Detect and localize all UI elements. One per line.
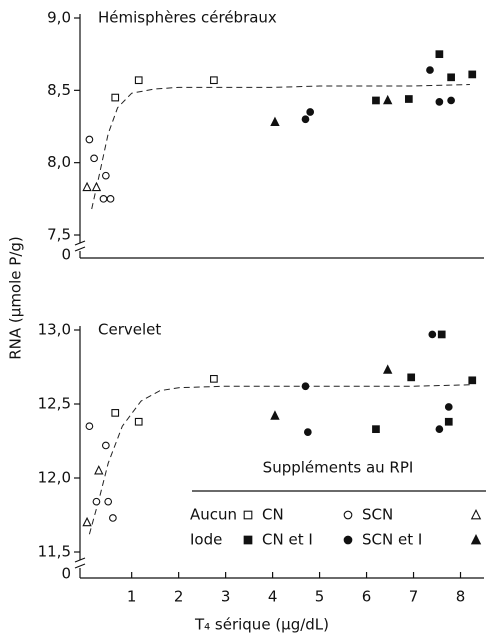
- point: [468, 376, 477, 385]
- point: [104, 497, 113, 506]
- point: [428, 330, 437, 339]
- point: [85, 422, 94, 431]
- point: [301, 115, 310, 124]
- legend-group: Iode: [190, 531, 222, 549]
- fit-curve: [88, 384, 470, 535]
- point: [82, 516, 92, 527]
- point: [92, 497, 101, 506]
- point: [109, 514, 117, 522]
- point: [372, 425, 380, 434]
- axis-break: [74, 557, 86, 569]
- legend-marker: [470, 533, 482, 545]
- y-tick-label: 8,0: [47, 153, 71, 171]
- point: [111, 93, 120, 102]
- legend-label: CN: [262, 506, 284, 524]
- point: [303, 428, 312, 436]
- x-axis-label: T₄ sérique (μg/dL): [194, 616, 329, 634]
- y-tick-label: 8,5: [47, 81, 71, 99]
- legend-group: Aucun: [190, 506, 237, 524]
- point: [134, 417, 143, 426]
- point: [106, 194, 115, 203]
- point: [270, 116, 280, 127]
- point: [306, 108, 315, 116]
- point: [404, 95, 413, 103]
- point: [444, 403, 453, 411]
- point: [82, 181, 92, 192]
- point: [383, 94, 393, 105]
- x-tick-label: 4: [268, 588, 278, 606]
- point: [447, 73, 455, 82]
- point: [210, 374, 218, 383]
- x-tick-label: 8: [456, 588, 466, 606]
- y-tick-label: 13,0: [38, 321, 71, 339]
- point: [90, 154, 98, 163]
- point: [99, 194, 108, 203]
- point: [447, 96, 455, 105]
- fit-curve: [91, 84, 470, 210]
- point: [372, 96, 380, 105]
- point: [101, 441, 110, 450]
- point: [383, 364, 393, 374]
- legend-label: SCN: [362, 506, 393, 524]
- x-tick-label: 1: [127, 588, 137, 606]
- y-tick-label: 12,0: [38, 469, 71, 487]
- y-tick-label: 7,5: [47, 226, 71, 244]
- x-tick-label: 6: [362, 588, 372, 606]
- legend-marker: [343, 535, 353, 545]
- point: [210, 76, 218, 85]
- point: [111, 409, 120, 417]
- x-tick-label: 7: [409, 588, 419, 606]
- point: [270, 410, 280, 420]
- legend-label: CN et I: [262, 531, 313, 549]
- x-tick-label: 3: [221, 588, 231, 606]
- legend-marker: [343, 510, 353, 520]
- point: [435, 98, 444, 106]
- legend-label: SCN et I: [362, 531, 422, 549]
- point: [91, 181, 102, 192]
- point: [444, 417, 453, 426]
- point: [435, 50, 444, 59]
- y-tick-label: 11,5: [38, 543, 71, 561]
- point: [94, 465, 104, 475]
- panel-title: Hémisphères cérébraux: [98, 9, 277, 27]
- y-break-tick-label: 0: [61, 565, 71, 583]
- y-tick-label: 9,0: [47, 9, 71, 27]
- legend-marker: [470, 508, 482, 520]
- point: [101, 171, 110, 180]
- point: [426, 66, 434, 74]
- x-tick-label: 5: [315, 588, 325, 606]
- panel-title: Cervelet: [98, 321, 161, 339]
- point: [134, 76, 143, 85]
- point: [407, 373, 416, 382]
- legend-marker: [243, 535, 253, 545]
- y-axis-label: RNA (μmole P/g): [7, 236, 25, 360]
- point: [468, 70, 477, 79]
- point: [435, 425, 444, 434]
- axis-break: [74, 240, 86, 252]
- point: [85, 135, 94, 144]
- point: [301, 382, 310, 391]
- legend-marker: [243, 510, 253, 520]
- legend-title: Suppléments au RPI: [263, 459, 414, 477]
- x-tick-label: 2: [174, 588, 184, 606]
- y-tick-label: 12,5: [38, 395, 71, 413]
- point: [437, 330, 446, 339]
- y-break-tick-label: 0: [61, 246, 71, 264]
